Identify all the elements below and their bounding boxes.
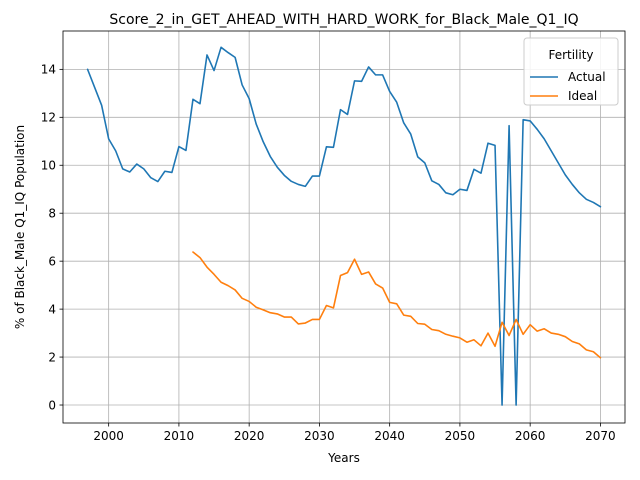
legend-box <box>523 37 619 106</box>
y-tick-label: 12 <box>41 111 56 125</box>
legend-title: Fertility <box>548 48 593 62</box>
y-axis-ticks: 0 2 4 6 8 10 12 14 <box>41 63 63 412</box>
x-tick-label: 2010 <box>164 429 195 443</box>
x-tick-label: 2060 <box>515 429 546 443</box>
y-tick-label: 4 <box>48 302 56 316</box>
series-line-actual <box>86 46 602 406</box>
y-tick-label: 10 <box>41 159 56 173</box>
y-tick-label: 0 <box>48 398 56 412</box>
y-tick-label: 14 <box>41 63 56 77</box>
x-tick-label: 2020 <box>234 429 265 443</box>
y-tick-label: 8 <box>48 207 56 221</box>
x-tick-label: 2040 <box>374 429 405 443</box>
x-tick-label: 2050 <box>445 429 476 443</box>
legend-label-ideal: Ideal <box>568 89 597 103</box>
x-axis-label: Years <box>327 451 360 465</box>
x-tick-label: 2030 <box>304 429 335 443</box>
chart-title: Score_2_in_GET_AHEAD_WITH_HARD_WORK_for_… <box>109 12 578 28</box>
plot-area-frame <box>62 30 626 424</box>
y-axis-label: % of Black_Male Q1_IQ Population <box>13 125 27 329</box>
x-axis-ticks: 2000 2010 2020 2030 2040 2050 2060 2070 <box>93 423 616 443</box>
series-line-ideal <box>192 251 602 359</box>
series-layer <box>86 46 602 406</box>
y-tick-label: 2 <box>48 350 56 364</box>
legend-label-actual: Actual <box>568 70 606 84</box>
y-tick-label: 6 <box>48 254 56 268</box>
x-tick-label: 2000 <box>93 429 124 443</box>
x-tick-label: 2070 <box>585 429 616 443</box>
legend: Fertility Actual Ideal <box>523 37 619 106</box>
